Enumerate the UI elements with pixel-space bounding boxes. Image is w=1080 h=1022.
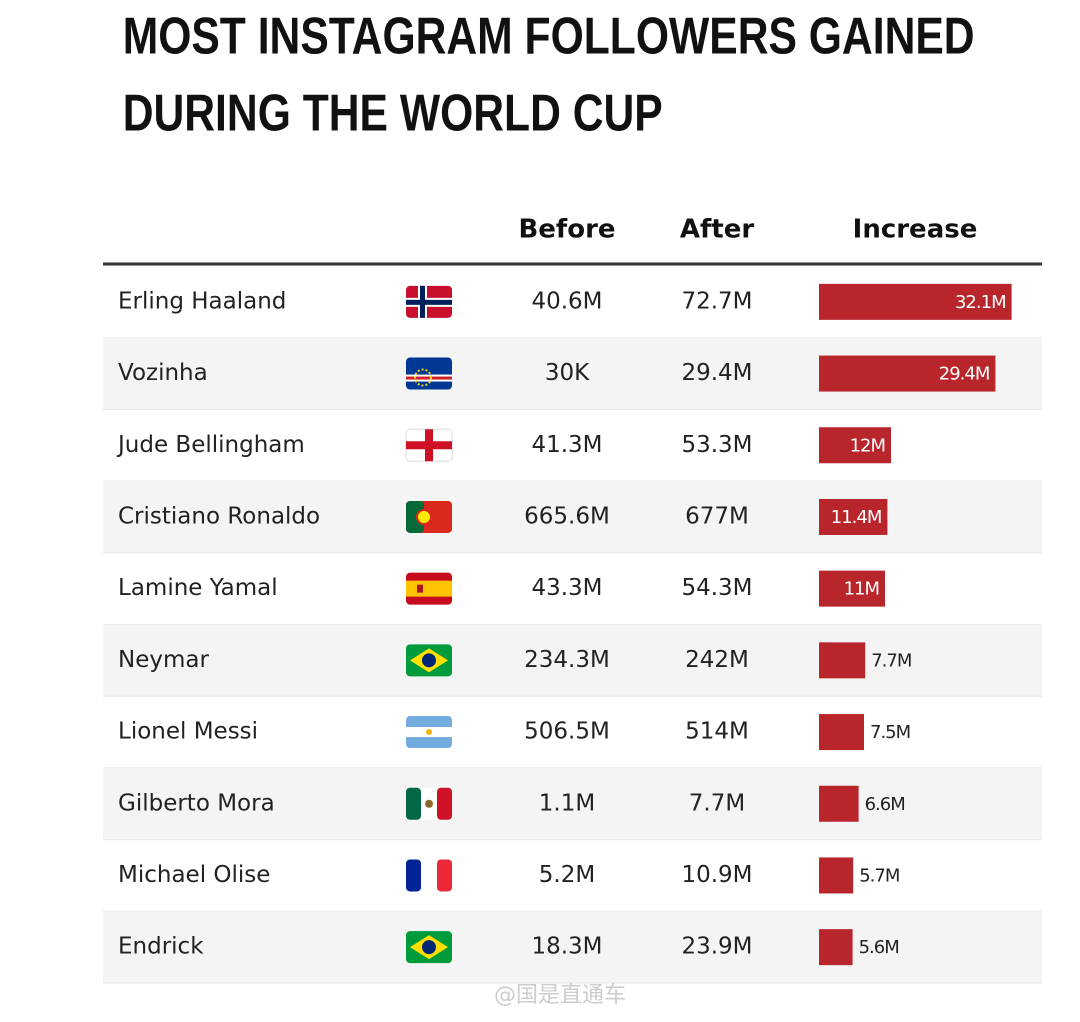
flag-part [406, 441, 452, 450]
flag [405, 428, 453, 462]
title-line: DURING THE WORLD CUP [123, 85, 663, 143]
value-label: 7.5M [870, 722, 910, 743]
player-name: Endrick [118, 934, 204, 960]
bar [819, 498, 888, 535]
bar [819, 857, 854, 894]
bar [819, 929, 853, 966]
bar [819, 642, 866, 679]
row-background [103, 911, 1042, 983]
before-cell: 665.6M [524, 503, 610, 529]
player-name: Neymar [118, 647, 209, 673]
player-name: Lamine Yamal [118, 575, 278, 601]
flag [406, 285, 452, 318]
column-header: Increase [853, 215, 978, 245]
title-line: MOST INSTAGRAM FOLLOWERS GAINED [123, 8, 975, 66]
value-label: 32.1M [955, 292, 1006, 313]
player-name: Erling Haaland [118, 288, 286, 314]
flag [406, 931, 452, 964]
flag [406, 500, 452, 533]
flag-part [426, 729, 432, 736]
after-cell: 53.3M [681, 432, 752, 458]
flag-part [406, 299, 452, 305]
flag-part [414, 368, 432, 387]
flag [406, 716, 452, 749]
column-header: Before [518, 215, 615, 245]
flag [406, 572, 452, 605]
bar [819, 427, 891, 464]
value-label: 6.6M [865, 794, 905, 815]
flag-part [416, 508, 432, 525]
bar [819, 714, 864, 751]
value-label: 11M [844, 579, 879, 600]
flag [406, 357, 452, 390]
flag [406, 859, 452, 892]
before-cell: 234.3M [524, 647, 610, 673]
value-label: 5.6M [859, 937, 899, 958]
player-name: Lionel Messi [118, 719, 258, 745]
before-cell: 506.5M [524, 719, 610, 745]
after-cell: 23.9M [681, 934, 752, 960]
flag-part [437, 859, 452, 892]
after-cell: 54.3M [681, 575, 752, 601]
after-cell: 514M [685, 719, 749, 745]
row-background [103, 624, 1042, 697]
after-cell: 72.7M [681, 288, 752, 314]
flag [406, 644, 452, 677]
player-name: Gilberto Mora [118, 790, 275, 816]
value-label: 5.7M [859, 865, 899, 886]
bar [819, 785, 859, 822]
flag-part [437, 787, 452, 820]
value-label: 12M [850, 435, 885, 456]
before-cell: 30K [545, 360, 590, 386]
before-cell: 5.2M [539, 862, 595, 888]
flag-part [406, 500, 424, 533]
flag [406, 787, 452, 820]
flag-part [406, 580, 452, 597]
flag-part [422, 940, 436, 955]
flag-part [406, 787, 421, 820]
after-cell: 29.4M [681, 360, 752, 386]
bar [819, 283, 1012, 320]
player-name: Cristiano Ronaldo [118, 503, 320, 529]
flag-part [406, 376, 452, 380]
after-cell: 677M [685, 503, 749, 529]
before-cell: 43.3M [531, 575, 602, 601]
player-name: Jude Bellingham [116, 432, 305, 458]
after-cell: 10.9M [681, 862, 752, 888]
before-cell: 18.3M [531, 934, 602, 960]
before-cell: 40.6M [531, 288, 602, 314]
before-cell: 41.3M [531, 432, 602, 458]
player-name: Vozinha [118, 360, 208, 386]
bar [819, 570, 885, 607]
after-cell: 242M [685, 647, 749, 673]
bar [819, 355, 996, 392]
player-name: Michael Olise [118, 862, 270, 888]
row-background [103, 767, 1042, 840]
before-cell: 1.1M [539, 790, 595, 816]
flag-part [425, 799, 433, 808]
flag-part [406, 859, 421, 892]
value-label: 11.4M [831, 507, 882, 528]
column-header: After [680, 215, 754, 245]
value-label: 29.4M [939, 364, 990, 385]
watermark: @国是直通车 [494, 983, 626, 1008]
flag-part [417, 584, 423, 593]
value-label: 7.7M [871, 650, 911, 671]
after-cell: 7.7M [689, 790, 745, 816]
flag-part [422, 653, 436, 668]
